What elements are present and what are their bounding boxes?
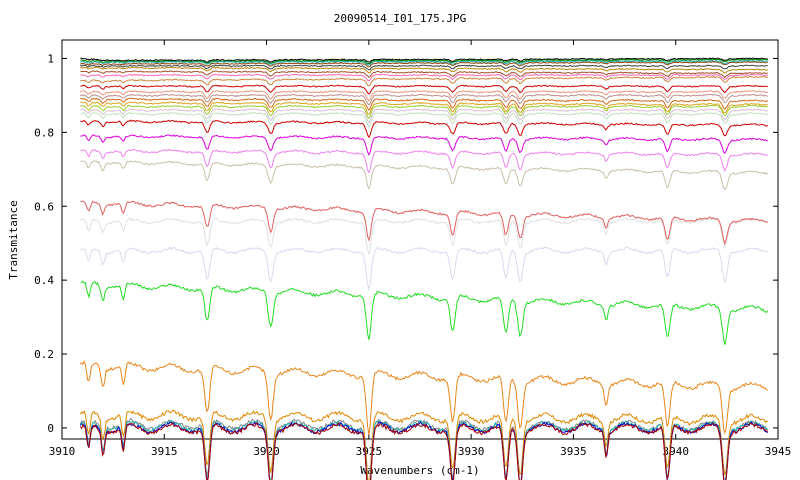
series-line <box>80 73 769 82</box>
series-line <box>80 246 768 292</box>
series-line <box>79 422 769 480</box>
plot-frame <box>61 39 779 440</box>
series-line <box>80 200 769 246</box>
series-line <box>79 410 769 480</box>
x-tick-label: 3915 <box>151 445 178 458</box>
series-line <box>80 108 769 124</box>
series-layer <box>79 57 769 480</box>
y-tick-label: 1 <box>47 52 54 65</box>
y-tick-label: 0.6 <box>34 200 54 213</box>
x-tick-label: 3945 <box>765 445 792 458</box>
chart-title: 20090514_I01_175.JPG <box>334 12 466 25</box>
series-line <box>80 104 769 119</box>
axis-ticks: 3910 3915 3920 3925 3930 3935 3940 394500.20.40… <box>34 40 791 458</box>
series-line <box>80 111 769 128</box>
x-axis-label: Wavenumbers (cm-1) <box>360 464 479 477</box>
y-tick-label: 0.2 <box>34 348 54 361</box>
x-tick-label: 3940 <box>662 445 689 458</box>
x-tick-label: 3930 <box>458 445 485 458</box>
series-line <box>80 101 769 116</box>
series-line <box>80 217 768 255</box>
series-line <box>80 61 768 68</box>
series-line <box>80 70 768 79</box>
y-tick-label: 0.8 <box>34 126 54 139</box>
series-line <box>80 119 769 139</box>
series-line <box>80 360 769 435</box>
y-tick-label: 0.4 <box>34 274 54 287</box>
x-tick-label: 3925 <box>356 445 383 458</box>
series-line <box>80 57 768 63</box>
y-tick-label: 0 <box>47 422 54 435</box>
series-line <box>80 75 768 87</box>
series-line <box>80 160 769 191</box>
series-line <box>80 280 769 345</box>
series-line <box>80 97 769 111</box>
series-line <box>80 93 769 106</box>
series-line <box>80 148 769 174</box>
series-line <box>80 84 769 95</box>
x-tick-label: 3935 <box>560 445 587 458</box>
series-line <box>80 60 769 66</box>
series-line <box>80 90 768 102</box>
x-tick-label: 3910 <box>49 445 76 458</box>
series-line <box>80 66 768 74</box>
series-line <box>80 64 768 71</box>
series-line <box>80 134 769 157</box>
y-axis-label: Transmitance <box>7 200 20 279</box>
